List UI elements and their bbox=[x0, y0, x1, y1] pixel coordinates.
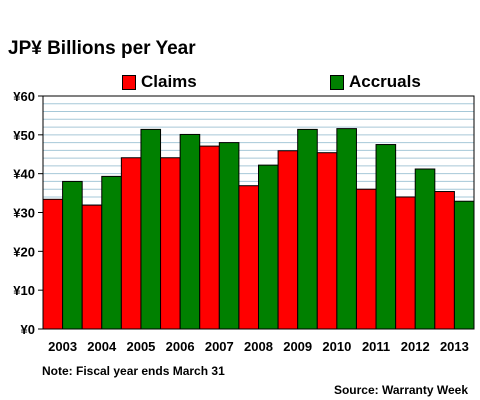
legend-item-accruals: Accruals bbox=[330, 72, 421, 92]
legend-label-claims: Claims bbox=[141, 72, 197, 91]
y-tick-label: ¥10 bbox=[13, 283, 35, 298]
bar-claims-2008 bbox=[238, 185, 259, 330]
bar-claims-2004 bbox=[81, 204, 103, 330]
x-tick-label: 2011 bbox=[362, 339, 390, 354]
y-tick-label: ¥60 bbox=[13, 89, 35, 104]
bar-claims-2005 bbox=[120, 157, 142, 330]
bar-accruals-2006 bbox=[179, 133, 201, 330]
bar-accruals-2004 bbox=[101, 175, 122, 330]
bar-claims-2006 bbox=[160, 157, 181, 330]
x-tick-label: 2010 bbox=[322, 339, 351, 354]
bar-accruals-2011 bbox=[375, 144, 397, 330]
x-tick-label: 2013 bbox=[440, 339, 469, 354]
x-tick-label: 2003 bbox=[48, 339, 77, 354]
legend-swatch-accruals bbox=[330, 74, 344, 90]
footnote: Note: Fiscal year ends March 31 bbox=[42, 364, 225, 378]
y-tick-label: ¥40 bbox=[13, 167, 35, 182]
x-tick-label: 2012 bbox=[401, 339, 430, 354]
y-tick-label: ¥30 bbox=[13, 206, 35, 221]
bar-claims-2011 bbox=[355, 188, 377, 330]
bar-claims-2013 bbox=[434, 191, 455, 330]
bar-accruals-2008 bbox=[258, 164, 279, 330]
bar-accruals-2010 bbox=[336, 128, 357, 330]
bar-accruals-2007 bbox=[218, 142, 240, 330]
legend-swatch-claims bbox=[122, 74, 136, 90]
bar-claims-2007 bbox=[199, 145, 220, 330]
legend-item-claims: Claims bbox=[122, 72, 197, 92]
bar-accruals-2009 bbox=[297, 128, 318, 330]
x-tick-label: 2005 bbox=[126, 339, 155, 354]
source-credit: Source: Warranty Week bbox=[333, 383, 468, 397]
bar-claims-2003 bbox=[42, 198, 64, 330]
x-tick-label: 2008 bbox=[244, 339, 273, 354]
chart-title: JP¥ Billions per Year bbox=[8, 38, 196, 59]
bar-accruals-2003 bbox=[62, 180, 83, 330]
bar-claims-2012 bbox=[395, 196, 416, 330]
bar-accruals-2005 bbox=[140, 128, 162, 330]
x-tick-label: 2007 bbox=[205, 339, 234, 354]
y-tick-label: ¥50 bbox=[13, 128, 35, 143]
y-tick-label: ¥20 bbox=[13, 244, 35, 259]
x-tick-label: 2006 bbox=[166, 339, 195, 354]
x-tick-label: 2009 bbox=[283, 339, 312, 354]
bar-accruals-2013 bbox=[453, 200, 475, 330]
bar-claims-2010 bbox=[316, 152, 338, 330]
legend-label-accruals: Accruals bbox=[349, 72, 421, 91]
plot-border bbox=[42, 95, 475, 330]
bar-claims-2009 bbox=[277, 150, 299, 330]
y-tick-label: ¥0 bbox=[21, 322, 35, 337]
bar-accruals-2012 bbox=[414, 168, 436, 330]
x-tick-label: 2004 bbox=[87, 339, 117, 354]
